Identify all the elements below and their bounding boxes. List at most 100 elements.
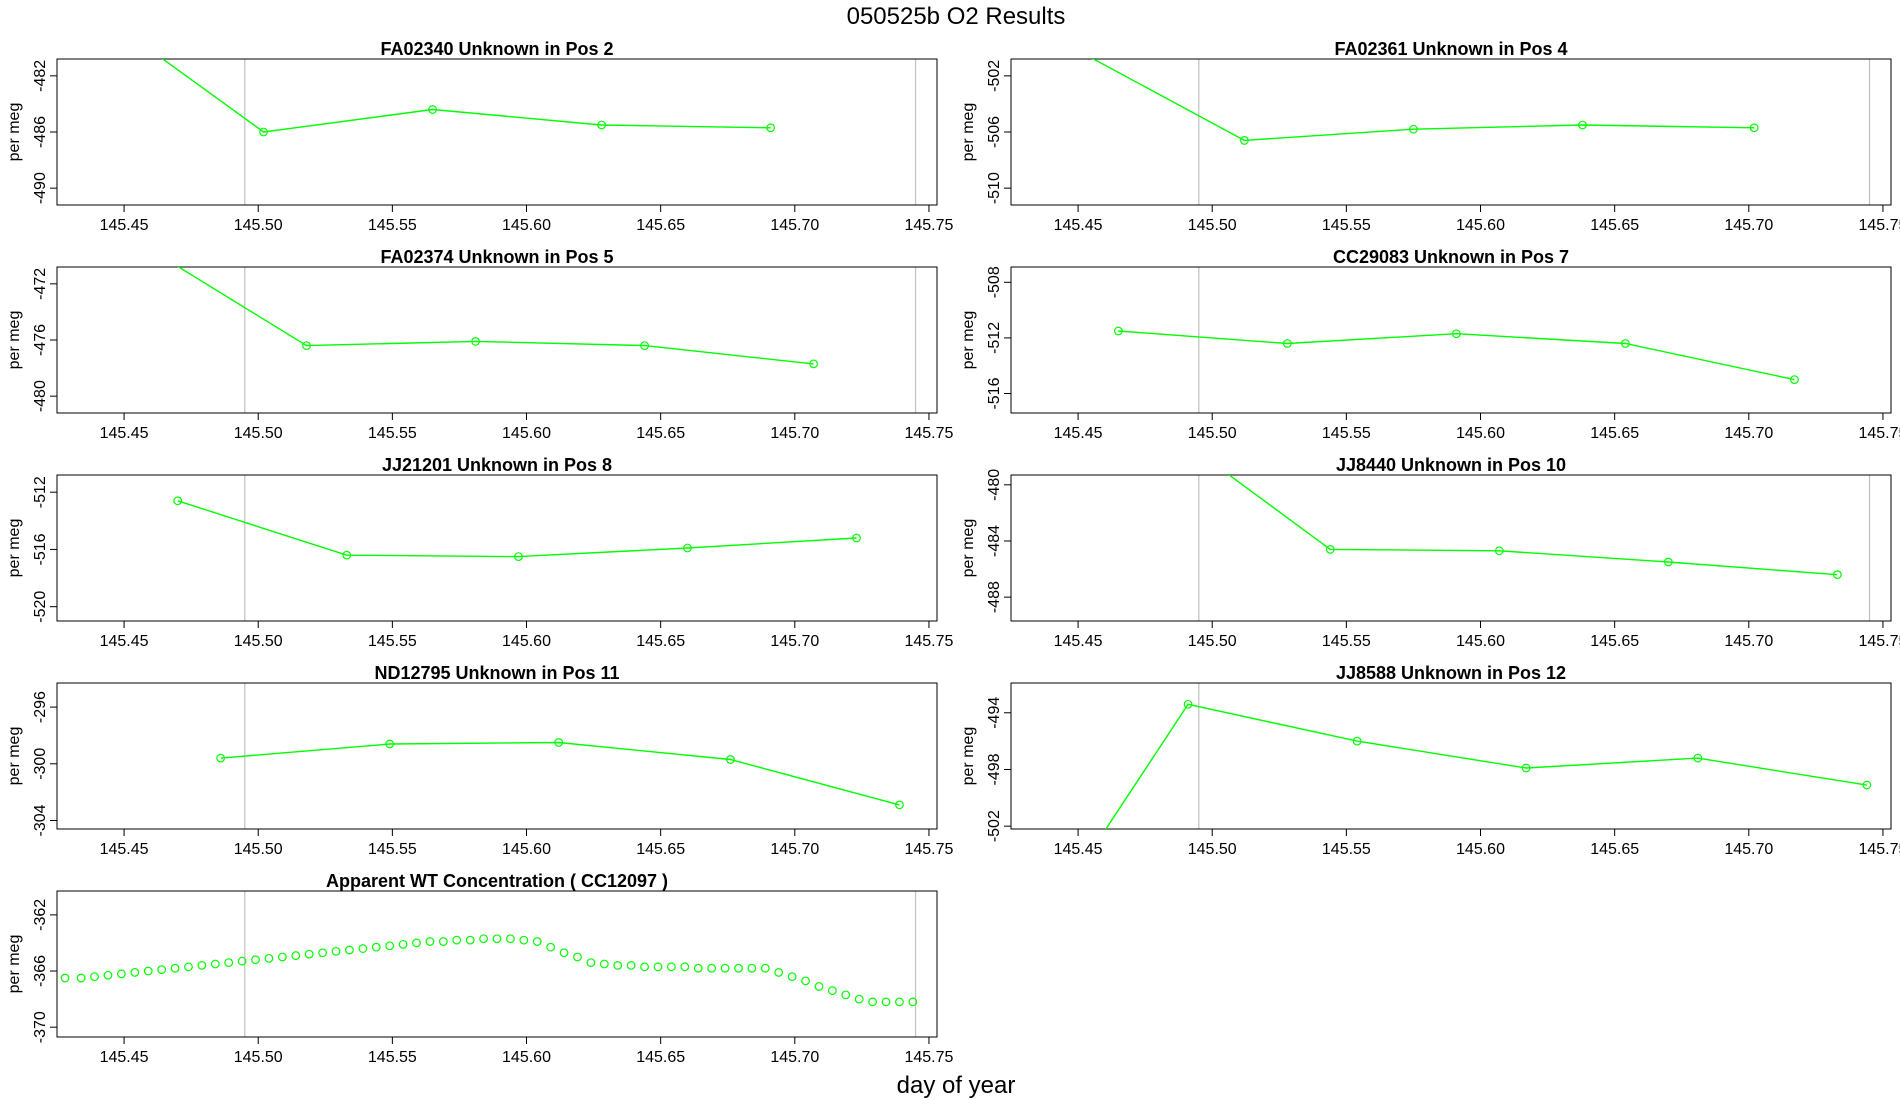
data-point	[514, 552, 523, 561]
data-point	[801, 976, 810, 986]
data-point	[680, 962, 690, 972]
x-tick-label: 145.60	[502, 217, 551, 234]
data-point	[471, 337, 480, 346]
data-point	[237, 956, 247, 966]
data-point	[103, 970, 113, 980]
y-tick-label: -502	[986, 60, 1003, 92]
x-tick-label: 145.65	[636, 841, 685, 858]
x-tick-label: 145.45	[1054, 841, 1103, 858]
data-point	[1451, 329, 1461, 339]
x-tick-label: 145.65	[1590, 217, 1639, 234]
figure-title: 050525b O2 Results	[847, 3, 1066, 30]
x-tick-label: 145.75	[904, 633, 953, 650]
data-point	[613, 961, 623, 970]
y-tick-label: -296	[32, 691, 49, 723]
x-tick-label: 145.50	[1188, 217, 1237, 234]
data-point	[251, 955, 260, 965]
x-tick-label: 145.45	[100, 841, 149, 858]
data-point	[157, 965, 167, 975]
y-tick-label: -510	[986, 172, 1003, 204]
data-point	[599, 959, 609, 969]
data-point	[653, 962, 663, 972]
data-point	[586, 958, 596, 967]
data-point	[331, 946, 341, 956]
x-tick-label: 145.45	[100, 633, 149, 650]
x-tick-label: 145.70	[770, 841, 819, 858]
panel-title: JJ8588 Unknown in Pos 12	[1336, 663, 1566, 683]
y-tick-label: -498	[986, 753, 1003, 785]
data-series	[161, 59, 776, 137]
data-point	[666, 962, 676, 972]
series-line	[1105, 703, 1868, 829]
panel-title: FA02374 Unknown in Pos 5	[380, 247, 613, 267]
data-point	[814, 982, 824, 991]
data-point	[438, 937, 448, 946]
data-point	[532, 937, 542, 946]
data-point	[597, 120, 607, 130]
data-point	[554, 738, 564, 747]
plot-frame	[1010, 474, 1892, 622]
data-point	[707, 963, 717, 973]
data-series	[1105, 699, 1872, 829]
data-point	[1494, 546, 1504, 556]
data-point	[787, 972, 797, 982]
series-line	[220, 741, 900, 806]
x-tick-label: 145.45	[1054, 217, 1103, 234]
panel-title: Apparent WT Concentration ( CC12097 )	[326, 871, 668, 891]
data-point	[1693, 753, 1703, 763]
plot-frame	[1010, 266, 1892, 414]
data-point	[868, 997, 878, 1007]
plot-frame	[56, 266, 938, 414]
data-point	[90, 972, 99, 982]
x-tick-label: 145.55	[368, 425, 417, 442]
data-point	[827, 986, 837, 996]
y-axis-label: per meg	[960, 103, 977, 162]
data-point	[479, 934, 488, 944]
x-tick-label: 145.45	[1054, 633, 1103, 650]
series-line	[1091, 59, 1755, 142]
data-point	[318, 948, 328, 958]
data-point	[854, 994, 864, 1004]
panel-3: FA02374 Unknown in Pos 5 145.45 145.50 145.…	[6, 247, 954, 442]
x-tick-label: 145.50	[234, 425, 283, 442]
data-point	[60, 973, 70, 983]
data-point	[809, 359, 818, 369]
data-point	[1663, 557, 1673, 567]
data-point	[506, 934, 515, 944]
y-tick-label: -480	[32, 380, 49, 412]
panel-4: CC29083 Unknown in Pos 7 145.45 145.50 145.…	[960, 247, 1900, 442]
data-point	[1113, 326, 1123, 336]
x-tick-label: 145.60	[502, 633, 551, 650]
x-tick-label: 145.45	[100, 217, 149, 234]
x-tick-label: 145.45	[1054, 425, 1103, 442]
x-tick-label: 145.65	[1590, 425, 1639, 442]
data-series	[1091, 59, 1759, 145]
data-point	[1521, 763, 1531, 773]
data-series	[177, 267, 818, 369]
series-line	[177, 500, 857, 558]
data-point	[766, 123, 776, 133]
x-tick-label: 145.75	[1858, 217, 1900, 234]
y-tick-label: -482	[32, 60, 49, 92]
x-tick-label: 145.70	[1724, 841, 1773, 858]
data-point	[76, 973, 86, 983]
panel-title: JJ8440 Unknown in Pos 10	[1336, 455, 1566, 475]
x-tick-label: 145.70	[1724, 633, 1773, 650]
data-point	[224, 958, 234, 967]
panel-1: FA02340 Unknown in Pos 2 145.45 145.50 145.…	[6, 39, 954, 234]
data-point	[1578, 120, 1587, 130]
x-tick-label: 145.50	[1188, 425, 1237, 442]
data-series	[173, 496, 861, 561]
data-point	[412, 938, 421, 948]
data-point	[492, 934, 502, 944]
y-tick-label: -304	[32, 804, 49, 836]
data-point	[452, 935, 462, 945]
x-tick-label: 145.55	[1322, 217, 1371, 234]
data-point	[291, 951, 301, 960]
data-point	[852, 533, 861, 543]
plot-frame	[56, 682, 938, 830]
data-point	[342, 550, 352, 560]
data-point	[573, 952, 582, 962]
data-point	[747, 963, 757, 973]
